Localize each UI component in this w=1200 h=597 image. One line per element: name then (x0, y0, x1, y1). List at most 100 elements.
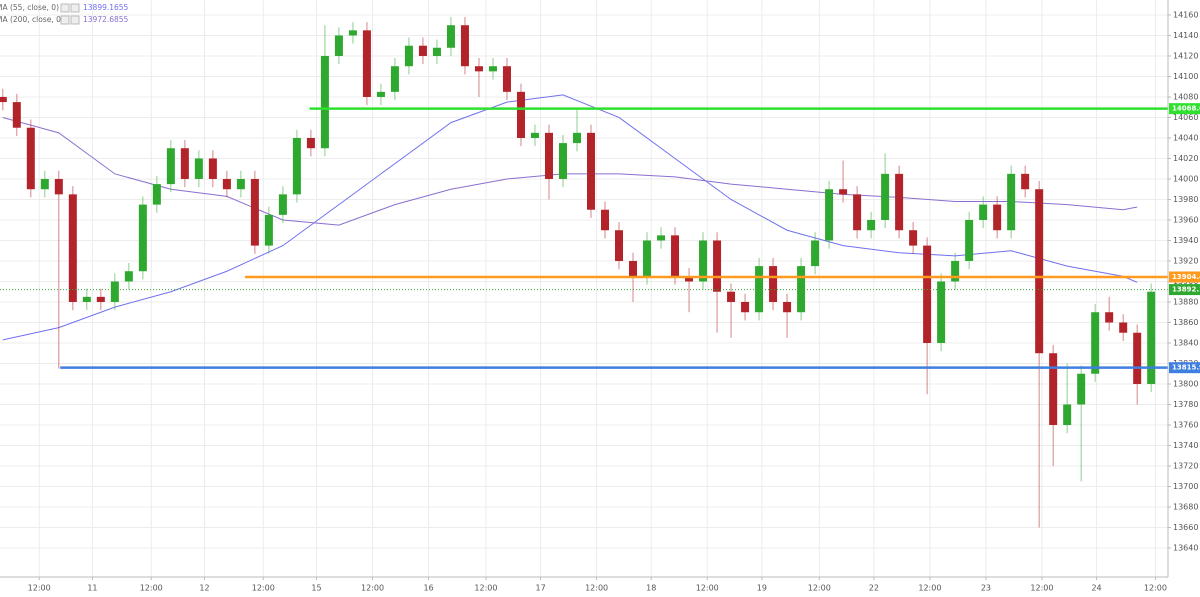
legend: MA (55, close, 0) 13899.1655 MA (200, clos… (0, 3, 129, 25)
y-tick-label: 13980 (1173, 195, 1198, 204)
candle-body (1007, 173, 1016, 231)
candle-body (82, 296, 91, 302)
candle-body (180, 148, 189, 179)
candle-body (1105, 312, 1114, 323)
candle-body (937, 281, 946, 343)
legend-value: 13899.1655 (83, 3, 129, 12)
x-tick-label: 12 (199, 584, 209, 593)
candle-body (404, 45, 413, 67)
x-tick-label: 12:00 (28, 584, 51, 593)
candle-body (601, 209, 610, 231)
y-tick-label: 13660 (1173, 523, 1198, 532)
candle-body (306, 137, 315, 149)
candle-body (54, 178, 63, 195)
y-tick-label: 13760 (1173, 420, 1198, 429)
candle-body (825, 189, 834, 241)
candle-body (587, 132, 596, 210)
candle-body (1049, 353, 1058, 425)
candle-body (1091, 312, 1100, 374)
y-tick-label: 14140 (1173, 31, 1198, 40)
candle-body (376, 91, 385, 97)
moving-average-line (2, 94, 1138, 341)
last-price-label: 13892.1 (1172, 286, 1200, 294)
axes: 13640 13660 13680 13700 13720 13740 13760 13780… (28, 10, 1200, 593)
y-tick-label: 13720 (1173, 461, 1198, 470)
candle-body (572, 132, 581, 144)
candle-body (1133, 332, 1142, 384)
candle-body (558, 143, 567, 179)
y-tick-label: 13640 (1173, 543, 1198, 552)
candle-body (362, 30, 371, 97)
candle-body (320, 55, 329, 149)
y-tick-label: 13940 (1173, 236, 1198, 245)
candle-body (488, 66, 497, 72)
y-tick-label: 14100 (1173, 72, 1198, 81)
grid (0, 0, 1168, 577)
candle-body (544, 132, 553, 179)
candle-body (1021, 173, 1030, 190)
candle-body (657, 235, 666, 241)
candle-body (839, 189, 848, 195)
y-tick-label: 13800 (1173, 379, 1198, 388)
candle-body (951, 260, 960, 282)
candle-body (643, 240, 652, 277)
legend-value: 13972.6855 (83, 15, 129, 24)
level-label-box (1169, 271, 1200, 283)
candle-body (236, 178, 245, 190)
candle-body (278, 194, 287, 215)
x-tick-label: 12:00 (1144, 584, 1167, 593)
candle-body (727, 291, 736, 302)
last-price-box (1169, 284, 1200, 296)
y-tick-label: 14040 (1173, 133, 1198, 142)
candle-body (138, 204, 147, 272)
candle-body (292, 137, 301, 195)
candle-body (166, 148, 175, 185)
candle-body (0, 96, 7, 103)
x-tick-label: 18 (646, 584, 656, 593)
candle-body (110, 281, 119, 302)
y-tick-label: 14060 (1173, 113, 1198, 122)
x-tick-label: 16 (423, 584, 433, 593)
legend-name: MA (200, close, 0) (0, 15, 64, 24)
y-tick-label: 13960 (1173, 215, 1198, 224)
y-tick-label: 13700 (1173, 482, 1198, 491)
level-label: 13904.4 (1172, 273, 1200, 281)
x-tick-label: 19 (757, 584, 767, 593)
legend-icon (60, 3, 70, 13)
x-tick-label: 17 (535, 584, 545, 593)
x-tick-label: 12:00 (696, 584, 719, 593)
x-tick-label: 12:00 (361, 584, 384, 593)
y-tick-label: 13920 (1173, 256, 1198, 265)
y-tick-label: 14020 (1173, 154, 1198, 163)
candle-body (460, 25, 469, 67)
candle-body (530, 132, 539, 138)
candle-body (1063, 404, 1072, 425)
candle-body (965, 219, 974, 261)
candle-body (1119, 322, 1128, 333)
level-label-box (1169, 362, 1200, 374)
x-tick-label: 12:00 (252, 584, 275, 593)
y-tick-label: 13780 (1173, 400, 1198, 409)
legend-icon (70, 3, 80, 13)
candle-body (446, 25, 455, 48)
x-tick-label: 22 (869, 584, 879, 593)
level-label: 13815.9 (1172, 364, 1200, 372)
candle-body (909, 230, 918, 246)
x-tick-label: 12:00 (585, 584, 608, 593)
candle-body (769, 266, 778, 302)
candle-body (979, 204, 988, 220)
x-tick-label: 24 (1091, 584, 1101, 593)
candle-body (783, 301, 792, 313)
candle-body (881, 173, 890, 220)
candle-body (208, 158, 217, 179)
candle-body (250, 178, 259, 246)
y-tick-label: 13860 (1173, 318, 1198, 327)
candle-body (741, 301, 750, 313)
candle-body (68, 194, 77, 302)
x-tick-label: 12:00 (808, 584, 831, 593)
candle-body (993, 204, 1002, 231)
y-tick-label: 14120 (1173, 51, 1198, 60)
x-tick-label: 23 (981, 584, 991, 593)
